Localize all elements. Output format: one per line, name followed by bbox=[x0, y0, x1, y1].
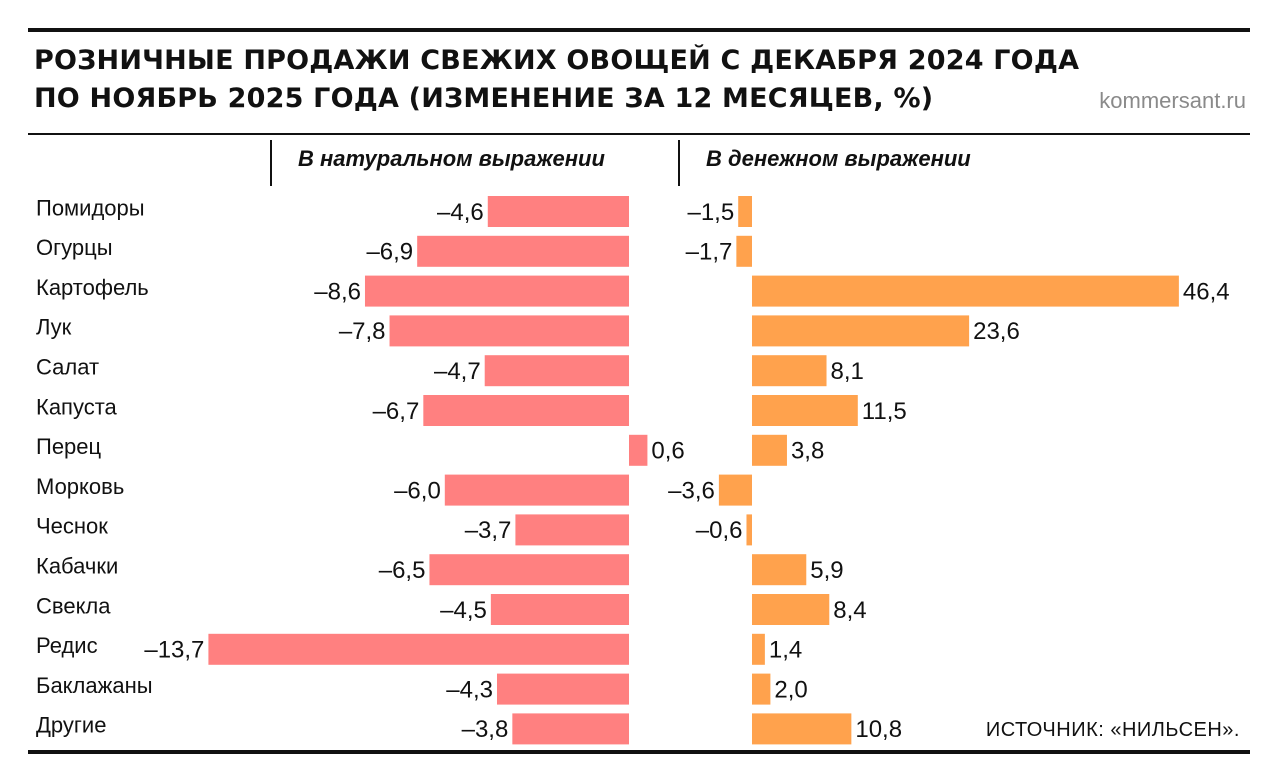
data-label: –3,6 bbox=[668, 477, 715, 504]
value-bar bbox=[752, 594, 830, 625]
category-label: Чеснок bbox=[36, 514, 108, 539]
category-label: Капуста bbox=[36, 394, 118, 419]
data-label: 46,4 bbox=[1183, 278, 1230, 305]
volume-bar bbox=[484, 355, 629, 387]
data-label: –7,8 bbox=[339, 318, 386, 345]
category-label: Свекла bbox=[36, 593, 111, 618]
value-bar bbox=[752, 275, 1179, 307]
site-credit: kommersant.ru bbox=[1099, 88, 1246, 113]
header-rule bbox=[28, 133, 1250, 135]
top-rule bbox=[28, 28, 1250, 32]
data-label: –4,5 bbox=[440, 597, 487, 624]
data-label: –1,7 bbox=[686, 239, 733, 266]
value-bar bbox=[746, 514, 752, 546]
value-bar bbox=[752, 673, 771, 705]
title-line-2: ПО НОЯБРЬ 2025 ГОДА (ИЗМЕНЕНИЕ ЗА 12 МЕС… bbox=[34, 83, 934, 114]
category-label: Морковь bbox=[36, 474, 124, 499]
data-label: 3,8 bbox=[791, 438, 824, 465]
data-label: 1,4 bbox=[769, 637, 802, 664]
volume-column-header: В натуральном выражении bbox=[270, 140, 605, 186]
value-bar bbox=[752, 713, 852, 745]
data-label: –4,3 bbox=[446, 676, 493, 703]
data-label: –13,7 bbox=[144, 637, 204, 664]
data-label: 2,0 bbox=[774, 676, 807, 703]
volume-bar bbox=[496, 673, 629, 705]
volume-bar bbox=[429, 554, 629, 586]
category-label: Картофель bbox=[36, 275, 149, 300]
value-column-header: В денежном выражении bbox=[678, 140, 971, 186]
category-label: Помидоры bbox=[36, 195, 145, 220]
category-label: Салат bbox=[36, 355, 99, 380]
data-label: 5,9 bbox=[810, 557, 843, 584]
value-bar bbox=[738, 196, 752, 227]
volume-series-name: В натуральном выражении bbox=[298, 146, 605, 171]
data-label: –6,7 bbox=[373, 398, 420, 425]
category-label: Редис bbox=[36, 633, 98, 658]
value-bar bbox=[752, 355, 827, 387]
value-bar bbox=[752, 434, 787, 466]
data-label: –4,6 bbox=[437, 199, 484, 226]
value-bar bbox=[752, 554, 807, 586]
value-bar bbox=[752, 315, 970, 347]
data-label: 10,8 bbox=[855, 716, 902, 743]
value-bar bbox=[736, 235, 752, 267]
volume-bar bbox=[487, 196, 629, 227]
data-label: –4,7 bbox=[434, 358, 481, 385]
category-label: Другие bbox=[36, 713, 106, 738]
volume-bar bbox=[208, 633, 629, 665]
data-label: 11,5 bbox=[862, 398, 907, 425]
data-label: –1,5 bbox=[687, 199, 734, 226]
data-label: –0,6 bbox=[696, 517, 743, 544]
data-label: 8,1 bbox=[831, 358, 864, 385]
title-line-1: РОЗНИЧНЫЕ ПРОДАЖИ СВЕЖИХ ОВОЩЕЙ С ДЕКАБР… bbox=[34, 45, 1080, 76]
volume-bar bbox=[512, 713, 629, 745]
data-label: –3,8 bbox=[462, 716, 509, 743]
volume-bar bbox=[389, 315, 629, 347]
volume-bar bbox=[444, 474, 629, 506]
volume-bar bbox=[515, 514, 629, 546]
category-label: Лук bbox=[36, 315, 72, 340]
bottom-rule bbox=[28, 750, 1250, 754]
value-series-name: В денежном выражении bbox=[706, 146, 971, 171]
data-label: –6,0 bbox=[394, 477, 441, 504]
data-label: –6,9 bbox=[366, 239, 413, 266]
volume-bar bbox=[417, 235, 629, 267]
data-label: 23,6 bbox=[973, 318, 1020, 345]
data-label: –6,5 bbox=[379, 557, 426, 584]
data-label: 0,6 bbox=[651, 438, 684, 465]
chart-title: РОЗНИЧНЫЕ ПРОДАЖИ СВЕЖИХ ОВОЩЕЙ С ДЕКАБР… bbox=[34, 42, 1184, 118]
volume-bar bbox=[629, 434, 648, 466]
data-label: –3,7 bbox=[465, 517, 512, 544]
source-note: ИСТОЧНИК: «НИЛЬСЕН». bbox=[985, 719, 1240, 741]
data-label: –8,6 bbox=[314, 278, 361, 305]
volume-bar bbox=[423, 395, 629, 426]
category-label: Баклажаны bbox=[36, 673, 153, 698]
category-label: Перец bbox=[36, 434, 102, 459]
volume-bar bbox=[490, 594, 629, 625]
value-bar bbox=[718, 474, 752, 506]
volume-bar bbox=[364, 275, 629, 307]
data-label: 8,4 bbox=[833, 597, 866, 624]
value-bar bbox=[752, 633, 765, 665]
category-label: Огурцы bbox=[36, 235, 113, 260]
category-label: Кабачки bbox=[36, 554, 118, 579]
value-bar bbox=[752, 395, 858, 426]
